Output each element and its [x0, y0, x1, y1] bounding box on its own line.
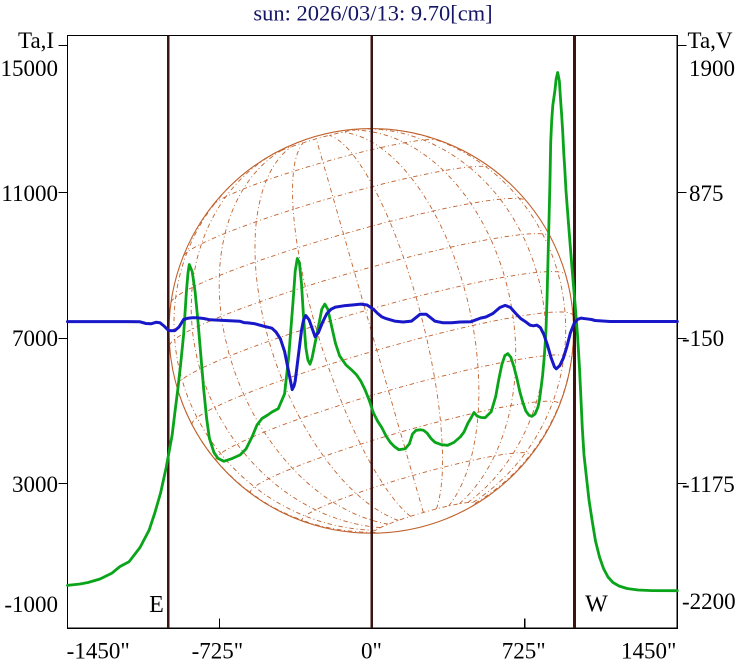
svg-text:Ta,I: Ta,I [18, 28, 54, 53]
svg-text:1900: 1900 [689, 56, 735, 81]
svg-text:E: E [149, 592, 164, 618]
svg-text:W: W [585, 592, 608, 618]
svg-text:725": 725" [502, 639, 546, 663]
svg-text:-1000: -1000 [4, 592, 58, 617]
svg-text:-1175: -1175 [682, 472, 735, 497]
svg-text:-1450": -1450" [67, 639, 130, 663]
svg-text:3000: 3000 [12, 472, 58, 497]
svg-text:15000: 15000 [1, 56, 59, 81]
svg-text:-150: -150 [682, 326, 724, 351]
svg-text:875: 875 [689, 181, 724, 206]
svg-text:Ta,V: Ta,V [688, 28, 733, 53]
svg-text:1450": 1450" [621, 639, 676, 663]
svg-text:11000: 11000 [1, 181, 58, 206]
svg-text:-725": -725" [192, 639, 244, 663]
svg-text:sun: 2026/03/13: 9.70[cm]: sun: 2026/03/13: 9.70[cm] [253, 1, 492, 26]
svg-text:-2200: -2200 [682, 589, 736, 614]
svg-text:0": 0" [361, 639, 382, 663]
svg-text:7000: 7000 [12, 326, 58, 351]
